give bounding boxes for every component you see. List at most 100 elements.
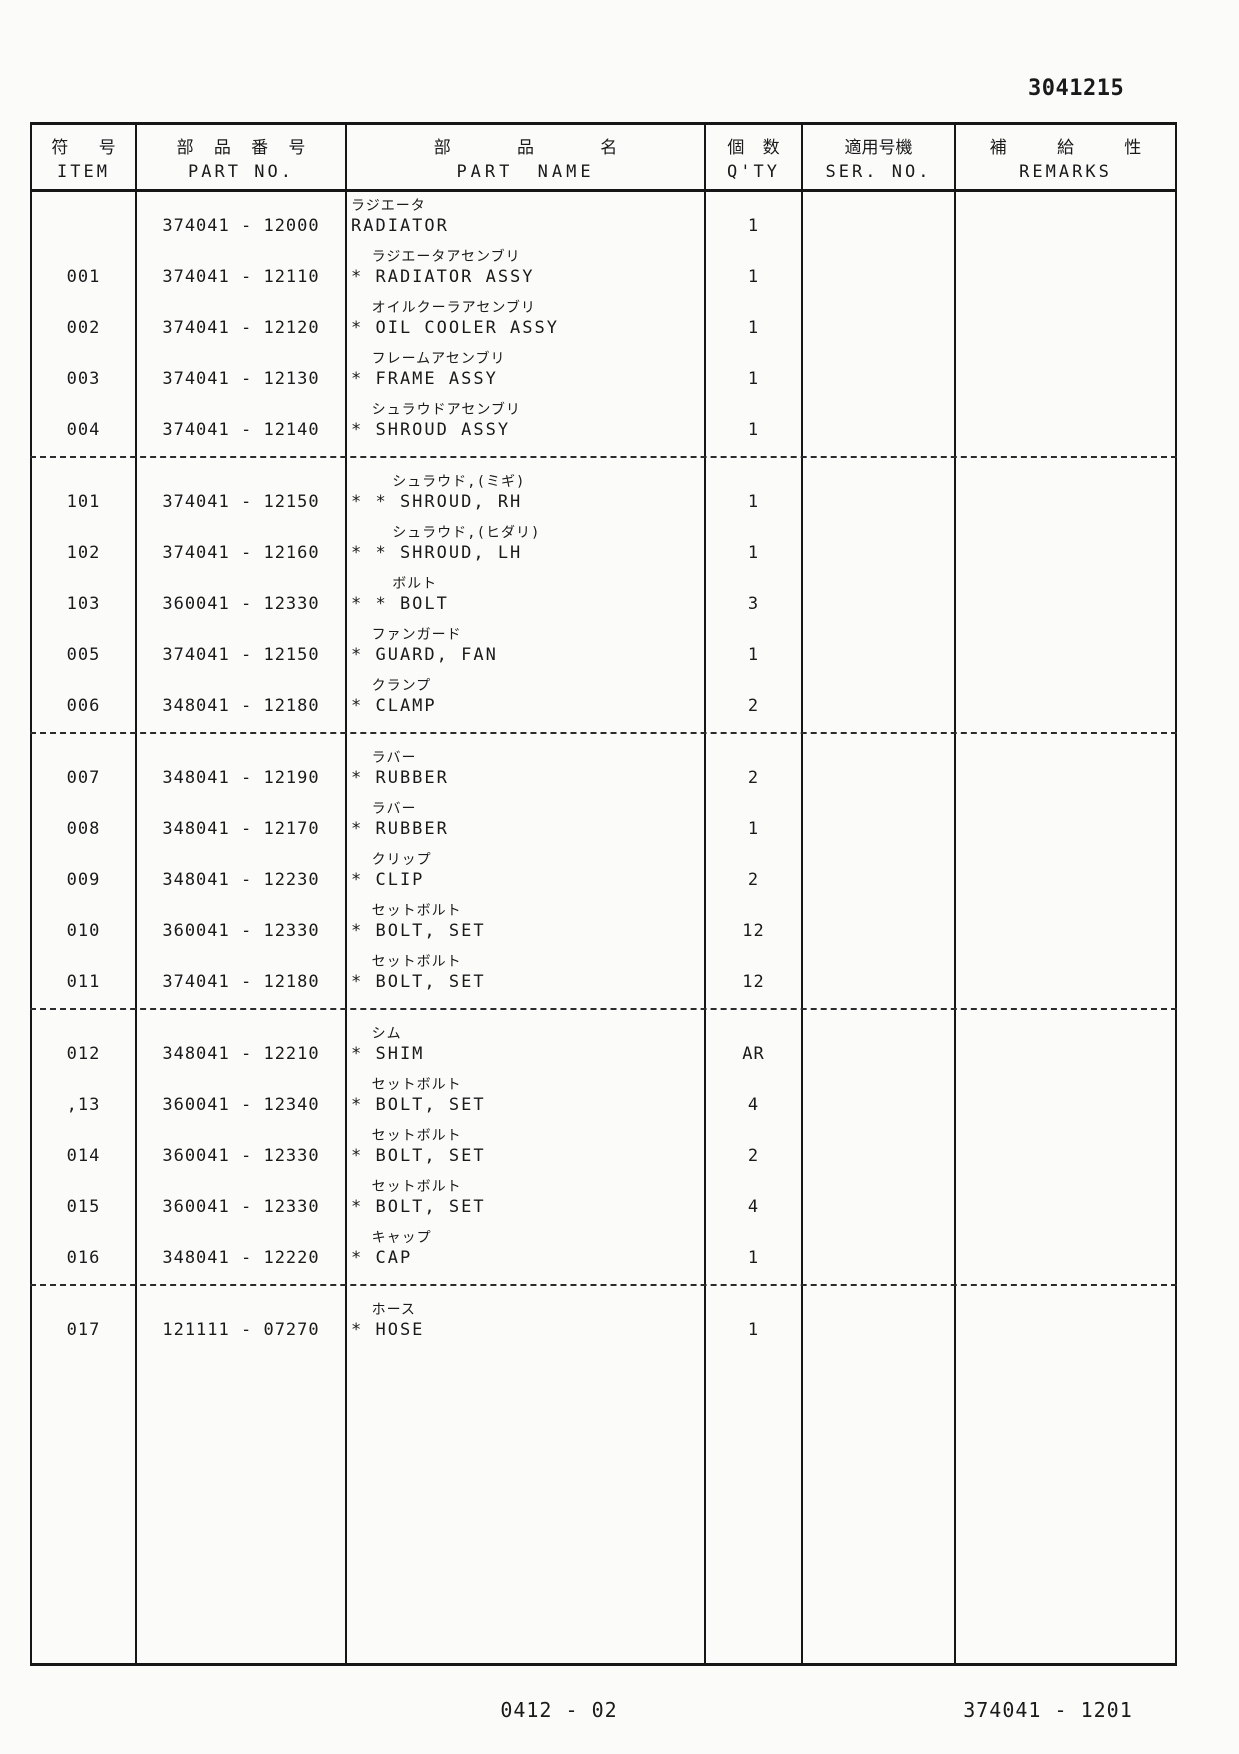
part-name-en: * GUARD, FAN: [351, 644, 498, 665]
ser-no-cell: [803, 243, 956, 294]
remarks-cell: [956, 192, 1175, 243]
part-no-cell: 374041 - 12150: [137, 468, 347, 519]
table-row: 005 374041 - 12150 ファンガード * GUARD, FAN 1: [32, 621, 1175, 672]
remarks-cell: [956, 621, 1175, 672]
part-name-en: * RUBBER: [351, 818, 449, 839]
header-part-no-jp: 部 品 番 号: [176, 137, 311, 158]
ser-no-cell: [803, 897, 956, 948]
table-row: 010 360041 - 12330 セットボルト * BOLT, SET 12: [32, 897, 1175, 948]
item-cell: 006: [32, 672, 137, 723]
item-cell: 004: [32, 396, 137, 447]
item-cell: 010: [32, 897, 137, 948]
qty-cell: 4: [706, 1173, 803, 1224]
qty-cell: 2: [706, 846, 803, 897]
ser-no-cell: [803, 294, 956, 345]
filler-remarks-cell: [956, 1347, 1175, 1663]
ser-no-cell: [803, 795, 956, 846]
ser-no-cell: [803, 1122, 956, 1173]
ser-no-cell: [803, 744, 956, 795]
part-name-cell: クリップ * CLIP: [347, 846, 706, 897]
table-row: 008 348041 - 12170 ラバー * RUBBER 1: [32, 795, 1175, 846]
remarks-cell: [956, 1173, 1175, 1224]
part-name-jp: セットボルト: [371, 903, 462, 920]
item-cell: 101: [32, 468, 137, 519]
part-no-cell: 360041 - 12340: [137, 1071, 347, 1122]
part-no-cell: 374041 - 12160: [137, 519, 347, 570]
qty-cell: 1: [706, 192, 803, 243]
part-name-jp: ラジエータアセンブリ: [371, 249, 521, 266]
header-qty-en: Q'TY: [727, 161, 780, 182]
header-remarks-en: REMARKS: [1019, 161, 1112, 182]
part-name-en: * RADIATOR ASSY: [351, 266, 535, 287]
header-part-name-en: PART NAME: [456, 161, 595, 182]
item-cell: 102: [32, 519, 137, 570]
part-name-cell: オイルクーラアセンブリ * OIL COOLER ASSY: [347, 294, 706, 345]
part-name-jp: ラジエータ: [351, 198, 426, 215]
remarks-cell: [956, 519, 1175, 570]
item-cell: 015: [32, 1173, 137, 1224]
remarks-cell: [956, 1122, 1175, 1173]
part-no-cell: 374041 - 12120: [137, 294, 347, 345]
part-no-cell: 348041 - 12190: [137, 744, 347, 795]
remarks-cell: [956, 396, 1175, 447]
table-header-row: 符 号 ITEM 部 品 番 号 PART NO. 部 品 名 PART NAM…: [32, 125, 1175, 192]
remarks-cell: [956, 1020, 1175, 1071]
qty-cell: 1: [706, 468, 803, 519]
remarks-cell: [956, 744, 1175, 795]
group-separator: [30, 1275, 1177, 1296]
ser-no-cell: [803, 948, 956, 999]
part-name-jp: クランプ: [371, 678, 432, 695]
remarks-cell: [956, 897, 1175, 948]
part-no-cell: 348041 - 12210: [137, 1020, 347, 1071]
qty-cell: 2: [706, 1122, 803, 1173]
group-separator: [30, 447, 1177, 468]
part-name-cell: シュラウド,(ヒダリ) * * SHROUD, LH: [347, 519, 706, 570]
qty-cell: 4: [706, 1071, 803, 1122]
table-row: 011 374041 - 12180 セットボルト * BOLT, SET 12: [32, 948, 1175, 999]
header-part-no-en: PART NO.: [188, 161, 294, 182]
header-item-jp: 符 号: [51, 137, 126, 158]
qty-cell: 12: [706, 897, 803, 948]
part-name-jp: ホース: [371, 1302, 416, 1319]
ser-no-cell: [803, 672, 956, 723]
part-name-en: * BOLT, SET: [351, 971, 486, 992]
item-cell: 012: [32, 1020, 137, 1071]
part-name-cell: ボルト * * BOLT: [347, 570, 706, 621]
item-cell: 011: [32, 948, 137, 999]
part-name-cell: シュラウドアセンブリ * SHROUD ASSY: [347, 396, 706, 447]
part-no-cell: 374041 - 12180: [137, 948, 347, 999]
qty-cell: 1: [706, 1296, 803, 1347]
qty-cell: AR: [706, 1020, 803, 1071]
table-row: 017 121111 - 07270 ホース * HOSE 1: [32, 1296, 1175, 1347]
part-name-en: * FRAME ASSY: [351, 368, 498, 389]
table-row: 006 348041 - 12180 クランプ * CLAMP 2: [32, 672, 1175, 723]
part-name-en: * CLIP: [351, 869, 425, 890]
footer-part-code: 374041 - 1201: [963, 1698, 1133, 1722]
part-name-cell: シム * SHIM: [347, 1020, 706, 1071]
table-row: 001 374041 - 12110 ラジエータアセンブリ * RADIATOR…: [32, 243, 1175, 294]
part-name-cell: ラバー * RUBBER: [347, 795, 706, 846]
part-name-jp: セットボルト: [371, 954, 462, 971]
part-name-en: * OIL COOLER ASSY: [351, 317, 559, 338]
part-no-cell: 360041 - 12330: [137, 897, 347, 948]
item-cell: 007: [32, 744, 137, 795]
ser-no-cell: [803, 396, 956, 447]
part-name-cell: セットボルト * BOLT, SET: [347, 1173, 706, 1224]
table-row: 004 374041 - 12140 シュラウドアセンブリ * SHROUD A…: [32, 396, 1175, 447]
remarks-cell: [956, 345, 1175, 396]
header-remarks-jp: 補 給 性: [989, 137, 1162, 158]
header-cell-item: 符 号 ITEM: [32, 125, 137, 189]
qty-cell: 1: [706, 243, 803, 294]
header-cell-part-no: 部 品 番 号 PART NO.: [137, 125, 347, 189]
qty-cell: 12: [706, 948, 803, 999]
filler-qty-cell: [706, 1347, 803, 1663]
part-name-jp: セットボルト: [371, 1179, 462, 1196]
part-name-en: * CAP: [351, 1247, 413, 1268]
filler-item-cell: [32, 1347, 137, 1663]
item-cell: 014: [32, 1122, 137, 1173]
part-name-jp: シュラウド,(ヒダリ): [392, 525, 541, 542]
part-name-jp: ファンガード: [371, 627, 462, 644]
part-name-jp: シュラウド,(ミギ): [392, 474, 526, 491]
part-name-en: * BOLT, SET: [351, 1196, 486, 1217]
table-row: 015 360041 - 12330 セットボルト * BOLT, SET 4: [32, 1173, 1175, 1224]
